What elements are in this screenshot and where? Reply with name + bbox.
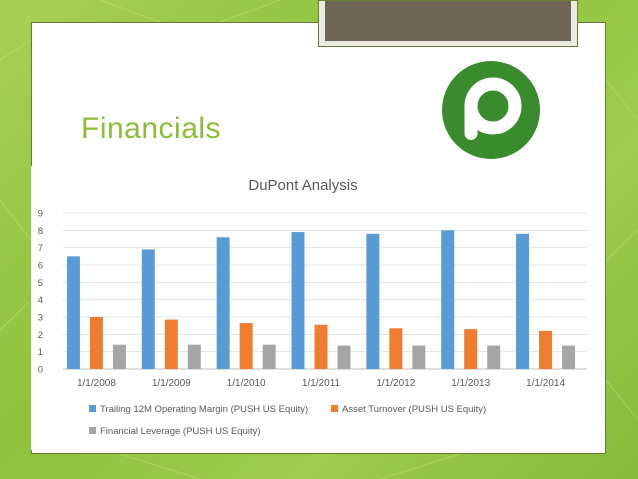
legend-swatch <box>89 427 96 434</box>
bar <box>464 329 478 369</box>
bar <box>164 319 178 369</box>
bar <box>141 249 155 369</box>
y-tick-label: 6 <box>38 261 43 272</box>
legend-swatch <box>331 405 338 412</box>
legend-label: Asset Turnover (PUSH US Equity) <box>342 404 486 415</box>
bar <box>66 256 80 369</box>
bar <box>487 345 501 369</box>
y-tick-label: 2 <box>38 330 43 341</box>
bar <box>291 232 305 369</box>
bar <box>89 317 103 369</box>
bar <box>366 233 380 369</box>
y-tick-label: 9 <box>38 209 43 220</box>
x-tick-label: 1/1/2009 <box>152 378 191 389</box>
y-tick-label: 3 <box>38 313 43 324</box>
x-tick-label: 1/1/2013 <box>451 378 490 389</box>
y-tick-label: 1 <box>38 347 43 358</box>
bar <box>562 345 576 369</box>
legend-swatch <box>89 405 96 412</box>
bar <box>516 233 530 369</box>
title-placeholder-fill <box>325 1 571 41</box>
y-tick-label: 8 <box>38 226 43 237</box>
title-placeholder <box>318 0 578 47</box>
bar <box>262 344 276 369</box>
bar <box>112 344 126 369</box>
x-tick-label: 1/1/2008 <box>77 378 116 389</box>
bar <box>216 237 230 369</box>
bar <box>539 330 553 369</box>
bar <box>239 323 253 369</box>
y-tick-label: 4 <box>38 295 43 306</box>
y-tick-label: 5 <box>38 278 43 289</box>
bar <box>337 345 351 369</box>
y-tick-label: 0 <box>38 365 43 376</box>
bar <box>412 345 426 369</box>
legend-label: Financial Leverage (PUSH US Equity) <box>100 426 261 437</box>
x-tick-label: 1/1/2010 <box>227 378 266 389</box>
chart-title: DuPont Analysis <box>248 177 357 194</box>
bar <box>314 324 328 369</box>
publix-p-logo-icon <box>442 61 540 159</box>
x-tick-label: 1/1/2012 <box>376 378 415 389</box>
bar <box>187 344 201 369</box>
y-tick-label: 7 <box>38 243 43 254</box>
slide-heading: Financials <box>81 112 222 145</box>
x-tick-label: 1/1/2011 <box>302 378 341 389</box>
dupont-chart: DuPont Analysis 0 1 2 3 4 5 6 7 8 9 1/1/2008 1/1/2… <box>31 166 597 450</box>
bar <box>389 328 403 369</box>
legend-label: Trailing 12M Operating Margin (PUSH US E… <box>100 404 308 415</box>
x-tick-label: 1/1/2014 <box>526 378 565 389</box>
bar <box>441 230 455 369</box>
